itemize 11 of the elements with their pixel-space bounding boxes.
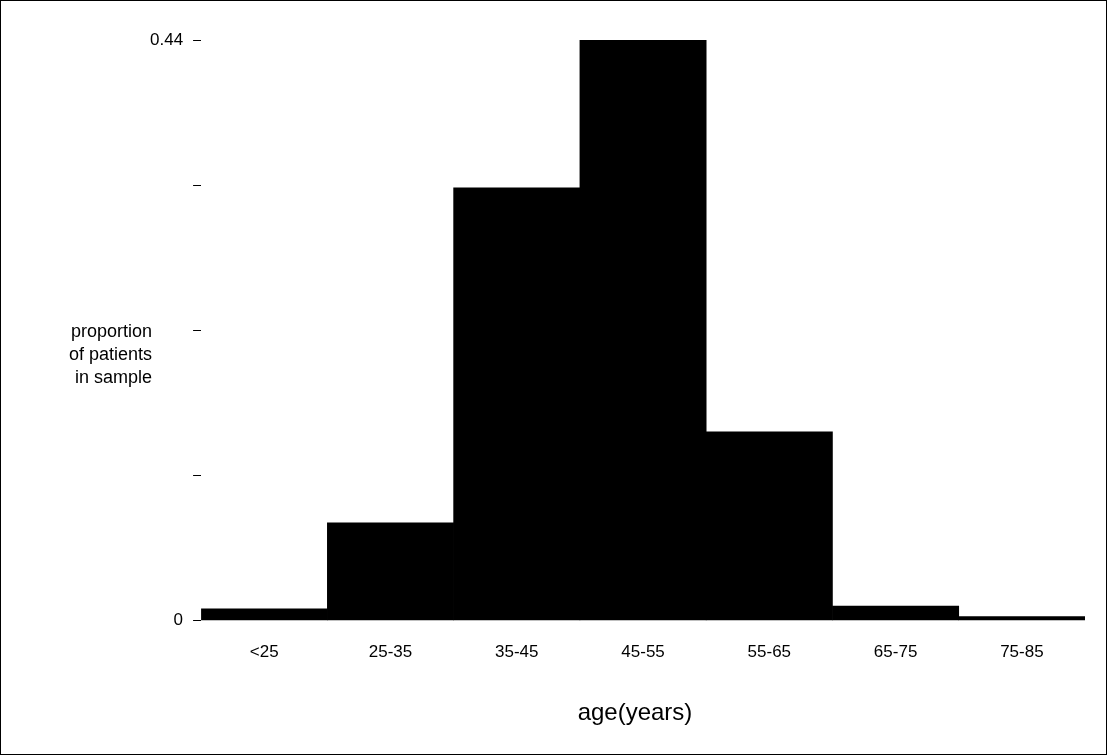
y-axis-title: proportion of patients in sample [68, 320, 152, 389]
x-tick-label: 45-55 [621, 642, 665, 662]
y-tick-label: 0.44 [149, 29, 184, 49]
x-tick-label: 65-75 [873, 642, 918, 662]
x-tick-label: <25 [249, 642, 279, 662]
x-tick-label: 25-35 [368, 642, 413, 662]
x-tick-label: 75-85 [1000, 642, 1044, 662]
x-tick-label: 35-45 [495, 642, 539, 662]
x-tick-label: 55-65 [747, 642, 792, 662]
x-axis-title: age(years) [576, 698, 694, 726]
y-tick-label: 0 [173, 610, 184, 630]
